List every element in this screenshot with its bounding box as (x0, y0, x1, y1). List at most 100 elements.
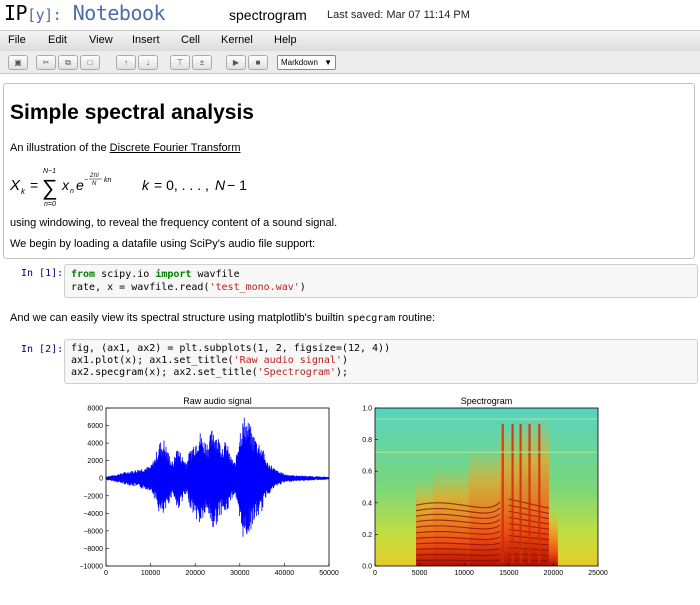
menu-cell[interactable]: Cell (181, 34, 200, 46)
audio-signal-line (106, 417, 329, 537)
markdown-title: Simple spectral analysis (10, 101, 254, 124)
c2l3-post: ); (335, 367, 348, 378)
svg-text:N−1: N−1 (43, 168, 56, 175)
move-up-button[interactable]: ↑ (116, 55, 136, 70)
harmonic-line (416, 559, 500, 562)
run-icon: ▶ (232, 58, 240, 67)
chart-title: Raw audio signal (183, 396, 252, 406)
logo-notebook: Notebook (72, 1, 166, 25)
intro-paragraph: An illustration of the Discrete Fourier … (10, 142, 240, 154)
toolbar: ▣ ✂ ⧉ □ ↑ ↓ ⊤ ± ▶ ■ Markdown ▼ (0, 51, 700, 74)
x-tick-label: 15000 (499, 570, 519, 577)
svg-text:x: x (61, 177, 70, 193)
import-name: wavfile (191, 269, 240, 280)
menu-kernel[interactable]: Kernel (221, 34, 253, 46)
insert-below-button[interactable]: ± (192, 55, 212, 70)
insert-above-button[interactable]: ⊤ (170, 55, 190, 70)
menu-insert[interactable]: Insert (132, 34, 160, 46)
y-tick-label: 6000 (87, 423, 103, 430)
menu-file[interactable]: File (8, 34, 26, 46)
cut-icon: ✂ (42, 58, 50, 67)
energy-region (522, 415, 549, 566)
y-tick-label: −4000 (83, 511, 103, 518)
x-tick-label: 5000 (412, 570, 428, 577)
paste-button[interactable]: □ (80, 55, 100, 70)
harmonic-line (415, 530, 501, 535)
code-cell-2[interactable]: fig, (ax1, ax2) = plt.subplots(1, 2, fig… (64, 339, 698, 384)
stop-button[interactable]: ■ (248, 55, 268, 70)
windowing-paragraph: using windowing, to reveal the frequency… (10, 217, 338, 229)
module-name: scipy.io (95, 269, 156, 280)
run-button[interactable]: ▶ (226, 55, 246, 70)
menubar: File Edit View Insert Cell Kernel Help (0, 30, 700, 52)
onset-streak (528, 423, 531, 563)
cell2-line3: ax2.specgram(x); ax2.set_title('Spectrog… (71, 367, 348, 378)
y-tick-label: 0.4 (362, 500, 372, 507)
harmonic-line (415, 524, 501, 530)
y-tick-label: −8000 (83, 546, 103, 553)
y-tick-label: 1.0 (362, 406, 372, 413)
line2-post: ) (299, 282, 306, 293)
copy-icon: ⧉ (65, 58, 71, 67)
cell-type-select[interactable]: Markdown ▼ (277, 55, 336, 70)
code-cell-1[interactable]: from scipy.io import wavfile rate, x = w… (64, 264, 698, 298)
chart-title: Spectrogram (461, 396, 513, 406)
x-tick-label: 30000 (230, 570, 250, 577)
menu-view[interactable]: View (89, 34, 113, 46)
cell1-line2: rate, x = wavfile.read('test_mono.wav') (71, 282, 306, 293)
insert-below-icon: ± (199, 58, 205, 67)
onset-streak (538, 423, 541, 563)
dft-formula: X k = N−1 ∑ n=0 x n e − 2πi N kn k = 0, … (10, 168, 247, 208)
cut-button[interactable]: ✂ (36, 55, 56, 70)
plot-frame (374, 407, 599, 567)
insert-above-icon: ⊤ (176, 58, 184, 67)
y-tick-label: 8000 (87, 406, 103, 413)
svg-text:n=0: n=0 (44, 201, 56, 208)
loading-paragraph: We begin by loading a datafile using Sci… (10, 238, 316, 250)
notebook-name[interactable]: spectrogram (229, 7, 307, 23)
y-tick-label: 0.0 (362, 564, 372, 571)
onset-streak (501, 423, 504, 563)
markdown-cell[interactable] (3, 83, 695, 259)
cell2-line1: fig, (ax1, ax2) = plt.subplots(1, 2, fig… (71, 343, 391, 354)
harmonic-line (415, 507, 501, 514)
keyword-from: from (71, 269, 96, 280)
ipython-logo[interactable]: IP[y]: Notebook (4, 1, 166, 25)
paste-icon: □ (87, 58, 93, 67)
move-down-button[interactable]: ↓ (138, 55, 158, 70)
copy-button[interactable]: ⧉ (58, 55, 78, 70)
svg-text:−: − (84, 177, 88, 184)
svg-text:k: k (142, 177, 150, 193)
save-button[interactable]: ▣ (8, 55, 28, 70)
dft-link[interactable]: Discrete Fourier Transform (109, 142, 241, 154)
c2l2-pre: ax1.plot(x); ax1.set_title( (71, 355, 234, 366)
x-tick-label: 50000 (319, 570, 339, 577)
cell2-line2: ax1.plot(x); ax1.set_title('Raw audio si… (71, 355, 348, 366)
c2l3-pre: ax2.specgram(x); ax2.set_title( (71, 367, 258, 378)
svg-text:∑: ∑ (42, 175, 58, 200)
y-tick-label: 0.2 (362, 532, 372, 539)
svg-text:e: e (76, 177, 84, 193)
c2l2-string: 'Raw audio signal' (233, 355, 342, 366)
cell2-prompt: In [2]: (21, 344, 64, 355)
svg-text:kn: kn (104, 177, 112, 184)
spectrogram-chart: Spectrogram 0 5000 10000 15000 20000 25000 1.0 0… (362, 396, 608, 577)
svg-text:− 1: − 1 (227, 177, 247, 193)
menu-edit[interactable]: Edit (48, 34, 67, 46)
specgram-code: specgram (347, 313, 396, 324)
menu-help[interactable]: Help (274, 34, 297, 46)
harmonic-line (415, 536, 501, 541)
svg-text:=: = (30, 177, 38, 193)
harmonic-line (416, 553, 500, 556)
svg-text:N: N (92, 181, 97, 187)
line2-string: 'test_mono.wav' (209, 282, 300, 293)
spectrogram-image (375, 408, 598, 566)
save-icon: ▣ (14, 58, 22, 67)
harmonic-line (415, 519, 501, 525)
intro-prefix: An illustration of the (10, 142, 110, 154)
harmonic-line (415, 501, 501, 509)
cell1-line1: from scipy.io import wavfile (71, 269, 240, 280)
logo-y: [y]: (27, 6, 62, 24)
